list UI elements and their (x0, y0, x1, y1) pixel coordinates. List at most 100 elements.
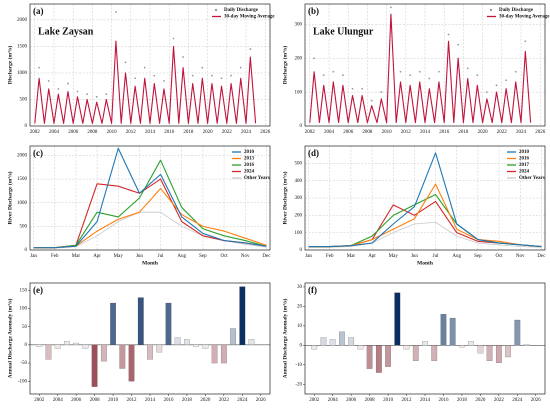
panel-label: (b) (308, 6, 319, 16)
y-tick-label: 0 (25, 248, 28, 253)
bar (239, 286, 246, 345)
x-tick-label: 2022 (497, 130, 508, 135)
lake-name: Lake Zaysan (38, 26, 94, 37)
y-tick-label: 400 (295, 179, 303, 184)
x-tick-label: Dec (537, 254, 546, 259)
x-tick-label: 2014 (420, 398, 431, 403)
x-tick-label: 2008 (365, 398, 376, 403)
daily-point (220, 77, 223, 80)
series-line (309, 13, 532, 124)
daily-point (134, 77, 137, 80)
daily-point (163, 80, 165, 82)
x-tick-label: Aug (452, 254, 461, 259)
x-tick-label: Feb (326, 254, 334, 259)
x-tick-label: 2002 (30, 130, 41, 135)
y-axis-label: River Discharge (m³/s) (6, 171, 13, 224)
daily-point (115, 11, 117, 13)
legend-label: 30-day Moving Average (224, 15, 275, 20)
bar (366, 345, 373, 369)
daily-point (390, 6, 392, 9)
y-tick-label: 0 (300, 248, 303, 253)
daily-point (201, 66, 204, 69)
x-tick-label: 2012 (401, 130, 412, 135)
daily-point (124, 61, 127, 64)
x-tick-label: 2018 (182, 398, 193, 403)
bar (477, 345, 484, 354)
panel: -100 -50 0 50 100 150 2002 2004 2006 2008 2010 2012… (6, 282, 271, 403)
x-tick-label: 2022 (222, 130, 233, 135)
x-tick-label: 2018 (183, 130, 194, 135)
plot-frame (304, 3, 546, 127)
daily-point (495, 84, 498, 87)
bar (193, 344, 200, 347)
y-axis-label: Annual Discharge Anomaly (m³/s) (281, 298, 288, 378)
legend-marker (214, 8, 218, 12)
bar (156, 344, 163, 353)
daily-point (361, 87, 364, 90)
bar (357, 345, 364, 350)
y-tick-label: 500 (20, 225, 28, 230)
bar (505, 345, 511, 358)
x-tick-label: 2016 (438, 398, 449, 403)
bar (220, 344, 227, 364)
bar (431, 345, 438, 361)
daily-point (380, 91, 383, 94)
y-tick-label: 20 (297, 305, 303, 310)
bar (523, 344, 530, 346)
x-tick-label: 2004 (328, 398, 339, 403)
bar (514, 319, 521, 346)
panel-label: (c) (33, 148, 43, 158)
bar (184, 339, 190, 345)
y-tick-label: 2000 (17, 154, 28, 159)
daily-point (514, 70, 517, 73)
bar (385, 345, 391, 367)
legend-label: 30-day Moving Average (499, 15, 550, 20)
x-tick-label: Nov (516, 254, 525, 259)
bar (54, 344, 61, 349)
bar (119, 344, 126, 369)
bar (449, 317, 456, 346)
bar (100, 344, 107, 362)
x-tick-label: 2026 (256, 398, 267, 403)
bar (412, 345, 419, 361)
daily-point (38, 66, 41, 69)
x-tick-label: 2022 (494, 398, 505, 403)
x-tick-label: Oct (495, 254, 503, 259)
bar (486, 345, 493, 361)
bar (339, 331, 345, 346)
bar (329, 339, 336, 346)
bar (403, 345, 410, 350)
x-tick-label: May (389, 254, 399, 259)
y-tick-label: 200 (295, 56, 303, 61)
daily-point (313, 57, 316, 60)
x-tick-label: 2012 (127, 398, 138, 403)
x-tick-label: 2016 (439, 130, 450, 135)
daily-point (57, 87, 60, 90)
daily-point (95, 95, 98, 98)
y-axis-label: Discharge (m³/s) (6, 46, 13, 85)
x-tick-label: 2012 (402, 398, 413, 403)
daily-point (342, 74, 344, 77)
series-line (33, 147, 267, 249)
daily-point (105, 93, 108, 96)
x-tick-label: 2006 (343, 130, 354, 135)
bar (36, 344, 43, 347)
x-tick-label: Mar (347, 254, 356, 259)
daily-point (67, 82, 69, 85)
y-tick-label: 30 (297, 285, 303, 290)
y-tick-label: 0 (300, 124, 303, 129)
x-tick-label: 2026 (535, 130, 546, 135)
x-tick-label: 2012 (126, 130, 137, 135)
daily-point (447, 33, 450, 36)
legend-label: 2010 (519, 150, 530, 155)
x-tick-label: Sep (474, 254, 482, 259)
x-tick-label: 2008 (362, 130, 373, 135)
x-tick-label: 2024 (512, 398, 523, 403)
y-tick-label: 10 (297, 324, 303, 329)
x-tick-label: 2002 (305, 130, 316, 135)
y-tick-label: 0 (300, 343, 303, 348)
x-tick-label: Feb (51, 254, 59, 259)
bar (110, 302, 116, 345)
y-tick-label: 100 (295, 231, 303, 236)
daily-point (399, 70, 402, 73)
